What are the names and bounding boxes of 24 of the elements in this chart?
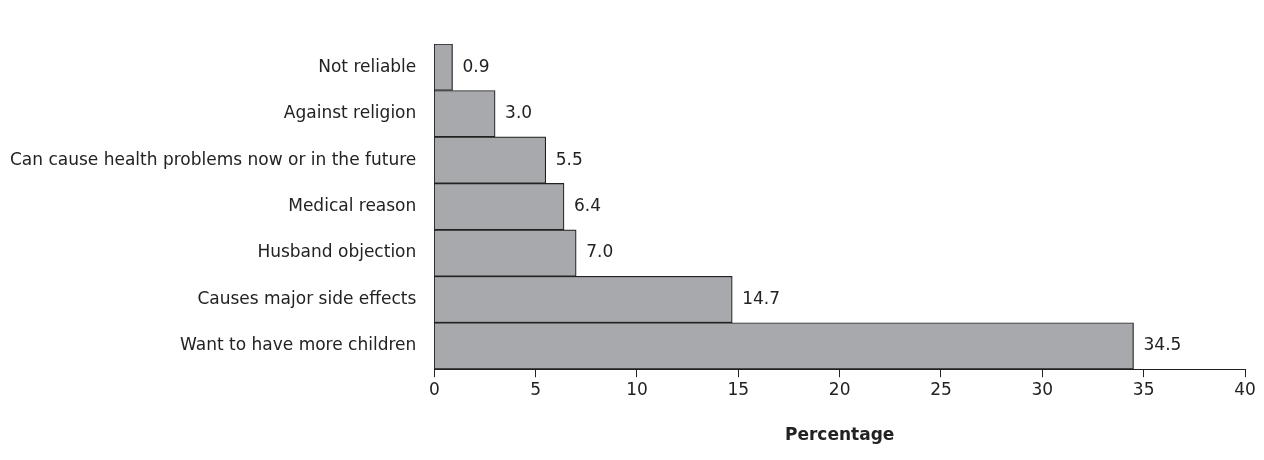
y-tick-label: Want to have more children — [180, 334, 417, 355]
x-tick-label: 10 — [626, 378, 648, 399]
data-label: 0.9 — [462, 55, 490, 76]
y-tick-label: Medical reason — [288, 195, 417, 216]
y-tick-label: Against religion — [283, 102, 417, 123]
data-label: 3.0 — [505, 102, 533, 123]
x-tick-label: 15 — [727, 378, 750, 399]
data-label: 6.4 — [574, 195, 602, 216]
x-tick-label: 5 — [530, 378, 542, 399]
x-tick-label: 30 — [1031, 378, 1054, 399]
y-tick-label: Causes major side effects — [197, 287, 417, 308]
x-tick-label: 25 — [930, 378, 952, 399]
x-tick-label: 20 — [828, 378, 851, 399]
x-tick-label: 0 — [428, 378, 440, 399]
x-tick-label: 35 — [1132, 378, 1155, 399]
x-axis-title: Percentage — [784, 424, 895, 445]
y-tick-label: Husband objection — [257, 241, 417, 262]
data-label: 14.7 — [742, 287, 781, 308]
data-label: 34.5 — [1143, 334, 1182, 355]
y-tick-label: Not reliable — [318, 55, 417, 76]
data-label: 5.5 — [555, 148, 583, 169]
data-label: 7.0 — [586, 241, 614, 262]
x-tick-label: 40 — [1234, 378, 1256, 399]
y-tick-label: Can cause health problems now or in the future — [9, 148, 417, 169]
